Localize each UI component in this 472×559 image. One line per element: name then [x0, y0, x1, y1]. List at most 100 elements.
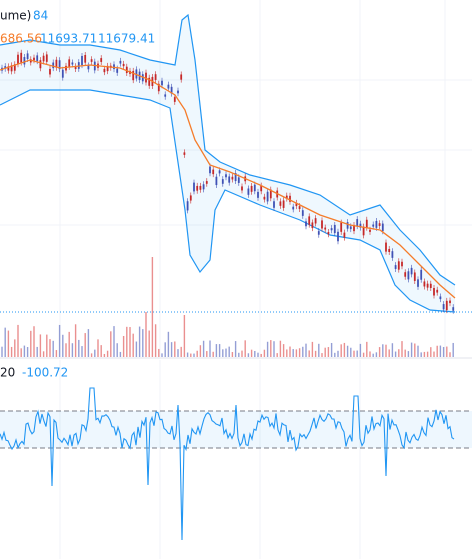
- volume-bar: [391, 343, 394, 357]
- volume-bar: [305, 343, 307, 357]
- candle-body: [356, 219, 359, 227]
- volume-bar: [151, 257, 154, 357]
- volume-bar: [26, 347, 29, 357]
- volume-bar: [84, 333, 86, 357]
- candle-body: [33, 57, 35, 61]
- candle-body: [90, 59, 93, 62]
- volume-bar: [260, 353, 262, 357]
- candle-body: [343, 232, 346, 238]
- upper-band-value: 11693.71: [40, 32, 97, 46]
- volume-bar: [199, 345, 202, 357]
- candle-body: [410, 267, 413, 275]
- volume-bar: [298, 348, 301, 357]
- volume-bar: [286, 349, 288, 357]
- candle-body: [13, 64, 16, 71]
- volume-bar: [385, 344, 387, 357]
- candle-body: [311, 222, 314, 229]
- candle-body: [295, 202, 298, 207]
- candle-body: [180, 74, 183, 80]
- volume-bar: [433, 351, 435, 357]
- volume-bar: [273, 341, 275, 357]
- volume-bar: [138, 326, 141, 357]
- volume-bar: [302, 346, 304, 357]
- volume-bar: [161, 353, 163, 357]
- candle-body: [247, 188, 250, 195]
- candle-body: [215, 176, 218, 186]
- candle-body: [381, 223, 384, 232]
- volume-bar: [295, 349, 298, 357]
- candle-body: [353, 224, 355, 232]
- volume-bar: [55, 350, 58, 357]
- volume-bar: [119, 351, 122, 357]
- candle-body: [420, 269, 423, 280]
- volume-bar: [414, 343, 416, 357]
- candle-body: [125, 66, 128, 74]
- volume-bar: [394, 351, 397, 357]
- candle-body: [279, 201, 282, 206]
- candle-body: [218, 170, 221, 174]
- volume-bars: [1, 257, 454, 357]
- volume-bar: [449, 352, 451, 357]
- volume-bar: [174, 341, 176, 357]
- volume-bar: [164, 342, 166, 357]
- candle-body: [74, 66, 77, 69]
- volume-bar: [196, 350, 198, 357]
- candle-body: [186, 201, 189, 211]
- candle-body: [36, 55, 39, 62]
- volume-bar: [17, 324, 19, 357]
- candle-body: [55, 59, 58, 68]
- volume-bar: [282, 344, 285, 357]
- volume-bar: [398, 349, 400, 357]
- volume-bar: [206, 351, 208, 357]
- candle-body: [439, 296, 442, 300]
- candle-body: [170, 86, 173, 94]
- candle-body: [10, 65, 13, 72]
- candle-body: [321, 220, 323, 229]
- candle-body: [122, 63, 125, 67]
- candle-body: [433, 288, 435, 296]
- volume-bar: [74, 324, 77, 357]
- candle-body: [426, 283, 429, 288]
- volume-bar: [343, 342, 346, 357]
- volume-bar: [369, 351, 371, 357]
- candle-body: [436, 289, 439, 293]
- volume-bar: [401, 341, 403, 357]
- candle-body: [58, 60, 61, 70]
- candle-body: [359, 223, 362, 228]
- candle-body: [257, 191, 259, 198]
- candle-body: [423, 281, 426, 287]
- candle-body: [52, 62, 55, 69]
- volume-bar: [346, 345, 349, 357]
- volume-value: 84: [33, 9, 48, 23]
- volume-bar: [289, 346, 291, 357]
- volume-label: ume): [0, 9, 31, 23]
- volume-bar: [202, 340, 205, 357]
- volume-bar: [78, 339, 80, 357]
- candle-body: [241, 186, 243, 191]
- candle-body: [17, 54, 19, 65]
- volume-bar: [183, 315, 186, 357]
- volume-bar: [215, 344, 218, 357]
- volume-bar: [426, 351, 429, 357]
- volume-bar: [279, 340, 282, 357]
- candle-body: [289, 195, 291, 202]
- candle-body: [346, 222, 349, 229]
- volume-bar: [126, 326, 128, 357]
- volume-bar: [42, 351, 45, 357]
- candle-body: [298, 206, 301, 209]
- candle-body: [189, 195, 192, 201]
- volume-bar: [186, 352, 189, 357]
- candle-body: [81, 55, 83, 66]
- candle-body: [404, 272, 407, 277]
- volume-bar: [366, 341, 368, 357]
- candle-body: [285, 195, 288, 199]
- candle-body: [301, 210, 304, 216]
- volume-bar: [334, 352, 336, 357]
- volume-bar: [330, 342, 333, 357]
- candle-body: [161, 80, 163, 86]
- candle-body: [199, 185, 202, 190]
- volume-bar: [71, 343, 74, 357]
- volume-bar: [122, 335, 125, 357]
- ma-value: 686.56: [0, 32, 42, 46]
- volume-bar: [30, 330, 32, 357]
